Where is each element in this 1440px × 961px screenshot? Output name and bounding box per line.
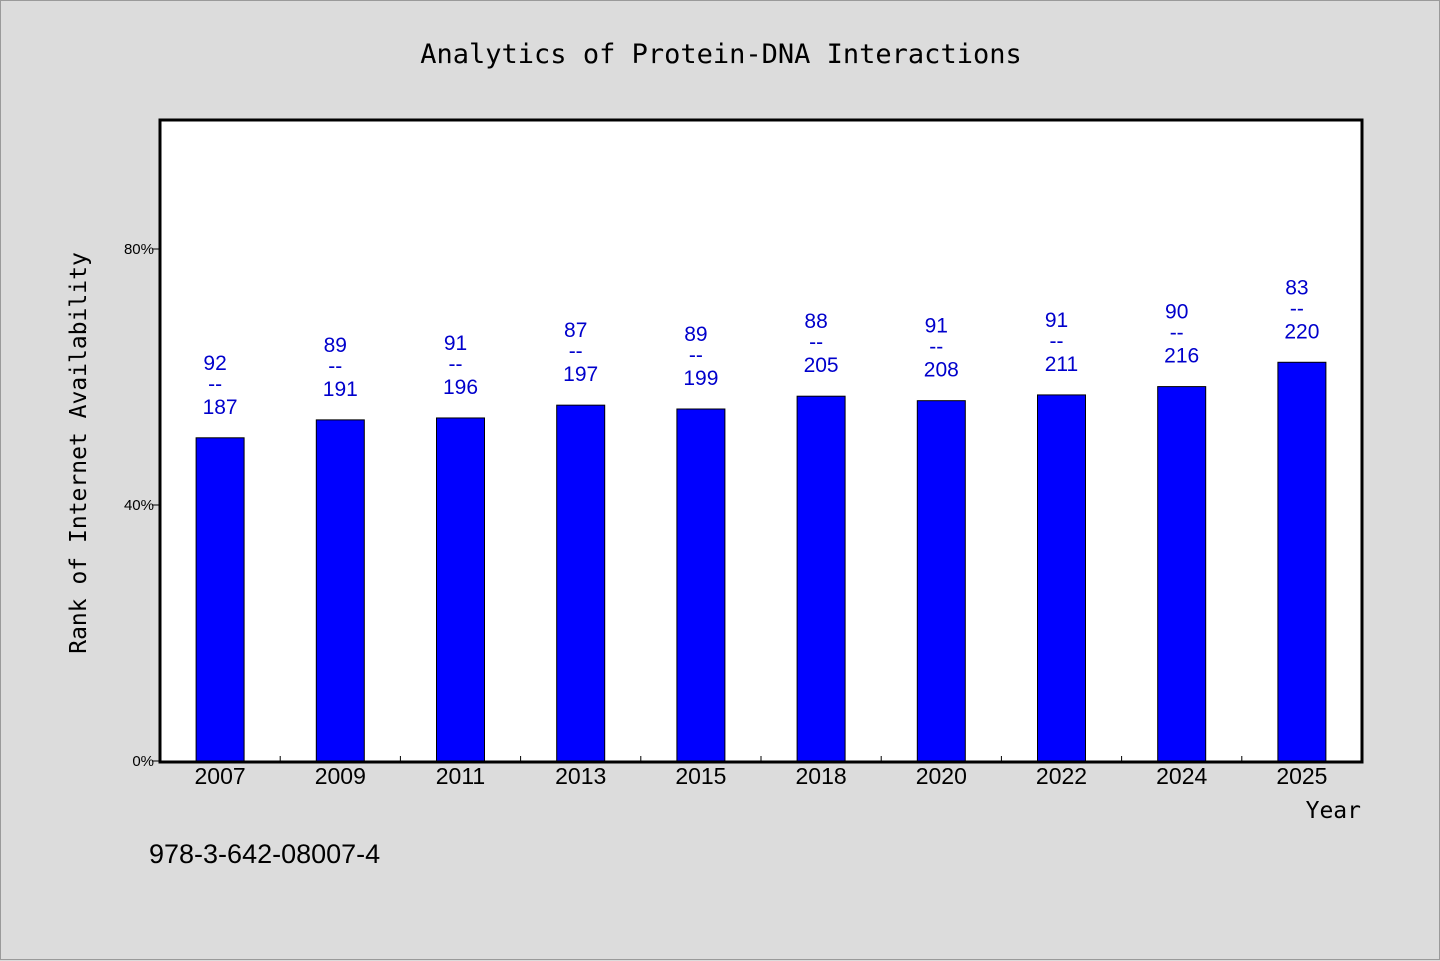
bar-2009 [315,419,365,762]
data-label-separator: -- [1290,297,1304,320]
data-label-top: 89 [324,334,347,357]
x-tick-label: 2007 [195,763,246,789]
data-label-separator: -- [1170,322,1184,345]
data-label-top: 87 [564,319,587,342]
bar-2024 [1157,386,1207,762]
data-label-separator: -- [1050,330,1064,353]
x-axis-ticks: 2007 2009 2011 2013 2015 2018 2020 2022 2024 2025 [195,756,1327,789]
data-label-separator: -- [929,336,943,359]
data-labels-group: 92--18789--19191--19687--19789--19988--2… [203,276,1320,419]
x-tick-label: 2015 [675,763,726,789]
data-label-bottom: 211 [1045,353,1078,376]
bar-2007 [195,437,245,762]
y-tick-label: 40% [124,497,154,514]
data-label-bottom: 187 [203,396,238,419]
data-label-separator: -- [689,344,703,367]
data-label-top: 91 [1045,309,1068,332]
data-label-bottom: 199 [683,367,718,390]
bar-2022 [1037,394,1086,762]
chart-title: Analytics of Protein-DNA Interactions [420,39,1021,70]
bars-group [195,361,1327,762]
data-label-bottom: 208 [924,359,959,382]
data-label-bottom: 220 [1284,320,1319,343]
x-tick-label: 2009 [315,763,366,789]
data-label-bottom: 205 [804,354,839,377]
x-tick-label: 2011 [436,763,485,789]
bar-2018 [796,395,846,762]
data-label-bottom: 216 [1164,345,1199,368]
data-label-top: 91 [925,315,948,338]
y-axis-label: Rank of Internet Availability [66,252,92,654]
data-label-separator: -- [449,353,463,376]
x-tick-label: 2013 [555,763,606,789]
data-label-top: 89 [684,323,707,346]
y-tick-label: 0% [132,753,154,770]
data-label-top: 88 [804,310,827,333]
y-tick-label: 80% [124,241,154,258]
bar-2015 [676,408,726,762]
data-label-top: 90 [1165,301,1188,324]
bar-2020 [916,400,966,762]
x-tick-label: 2018 [796,763,847,789]
x-tick-label: 2025 [1276,763,1327,789]
bar-2013 [556,404,606,762]
data-label-top: 83 [1285,276,1308,299]
x-tick-label: 2022 [1036,763,1087,789]
data-label-separator: -- [208,373,222,396]
data-label-top: 91 [444,332,467,355]
data-label-separator: -- [569,340,583,363]
x-tick-label: 2024 [1156,763,1207,789]
data-label-bottom: 191 [323,378,358,401]
data-label-bottom: 196 [443,376,478,399]
x-axis-label: Year [1306,798,1361,824]
data-label-bottom: 197 [563,363,598,386]
y-axis-ticks: 0% 40% 80% [124,241,160,770]
isbn-footnote: 978-3-642-08007-4 [149,839,380,869]
bar-2011 [436,417,485,762]
x-tick-label: 2020 [916,763,967,789]
data-label-separator: -- [328,355,342,378]
data-label-top: 92 [203,352,226,375]
bar-2025 [1277,361,1327,762]
data-label-separator: -- [809,331,823,354]
